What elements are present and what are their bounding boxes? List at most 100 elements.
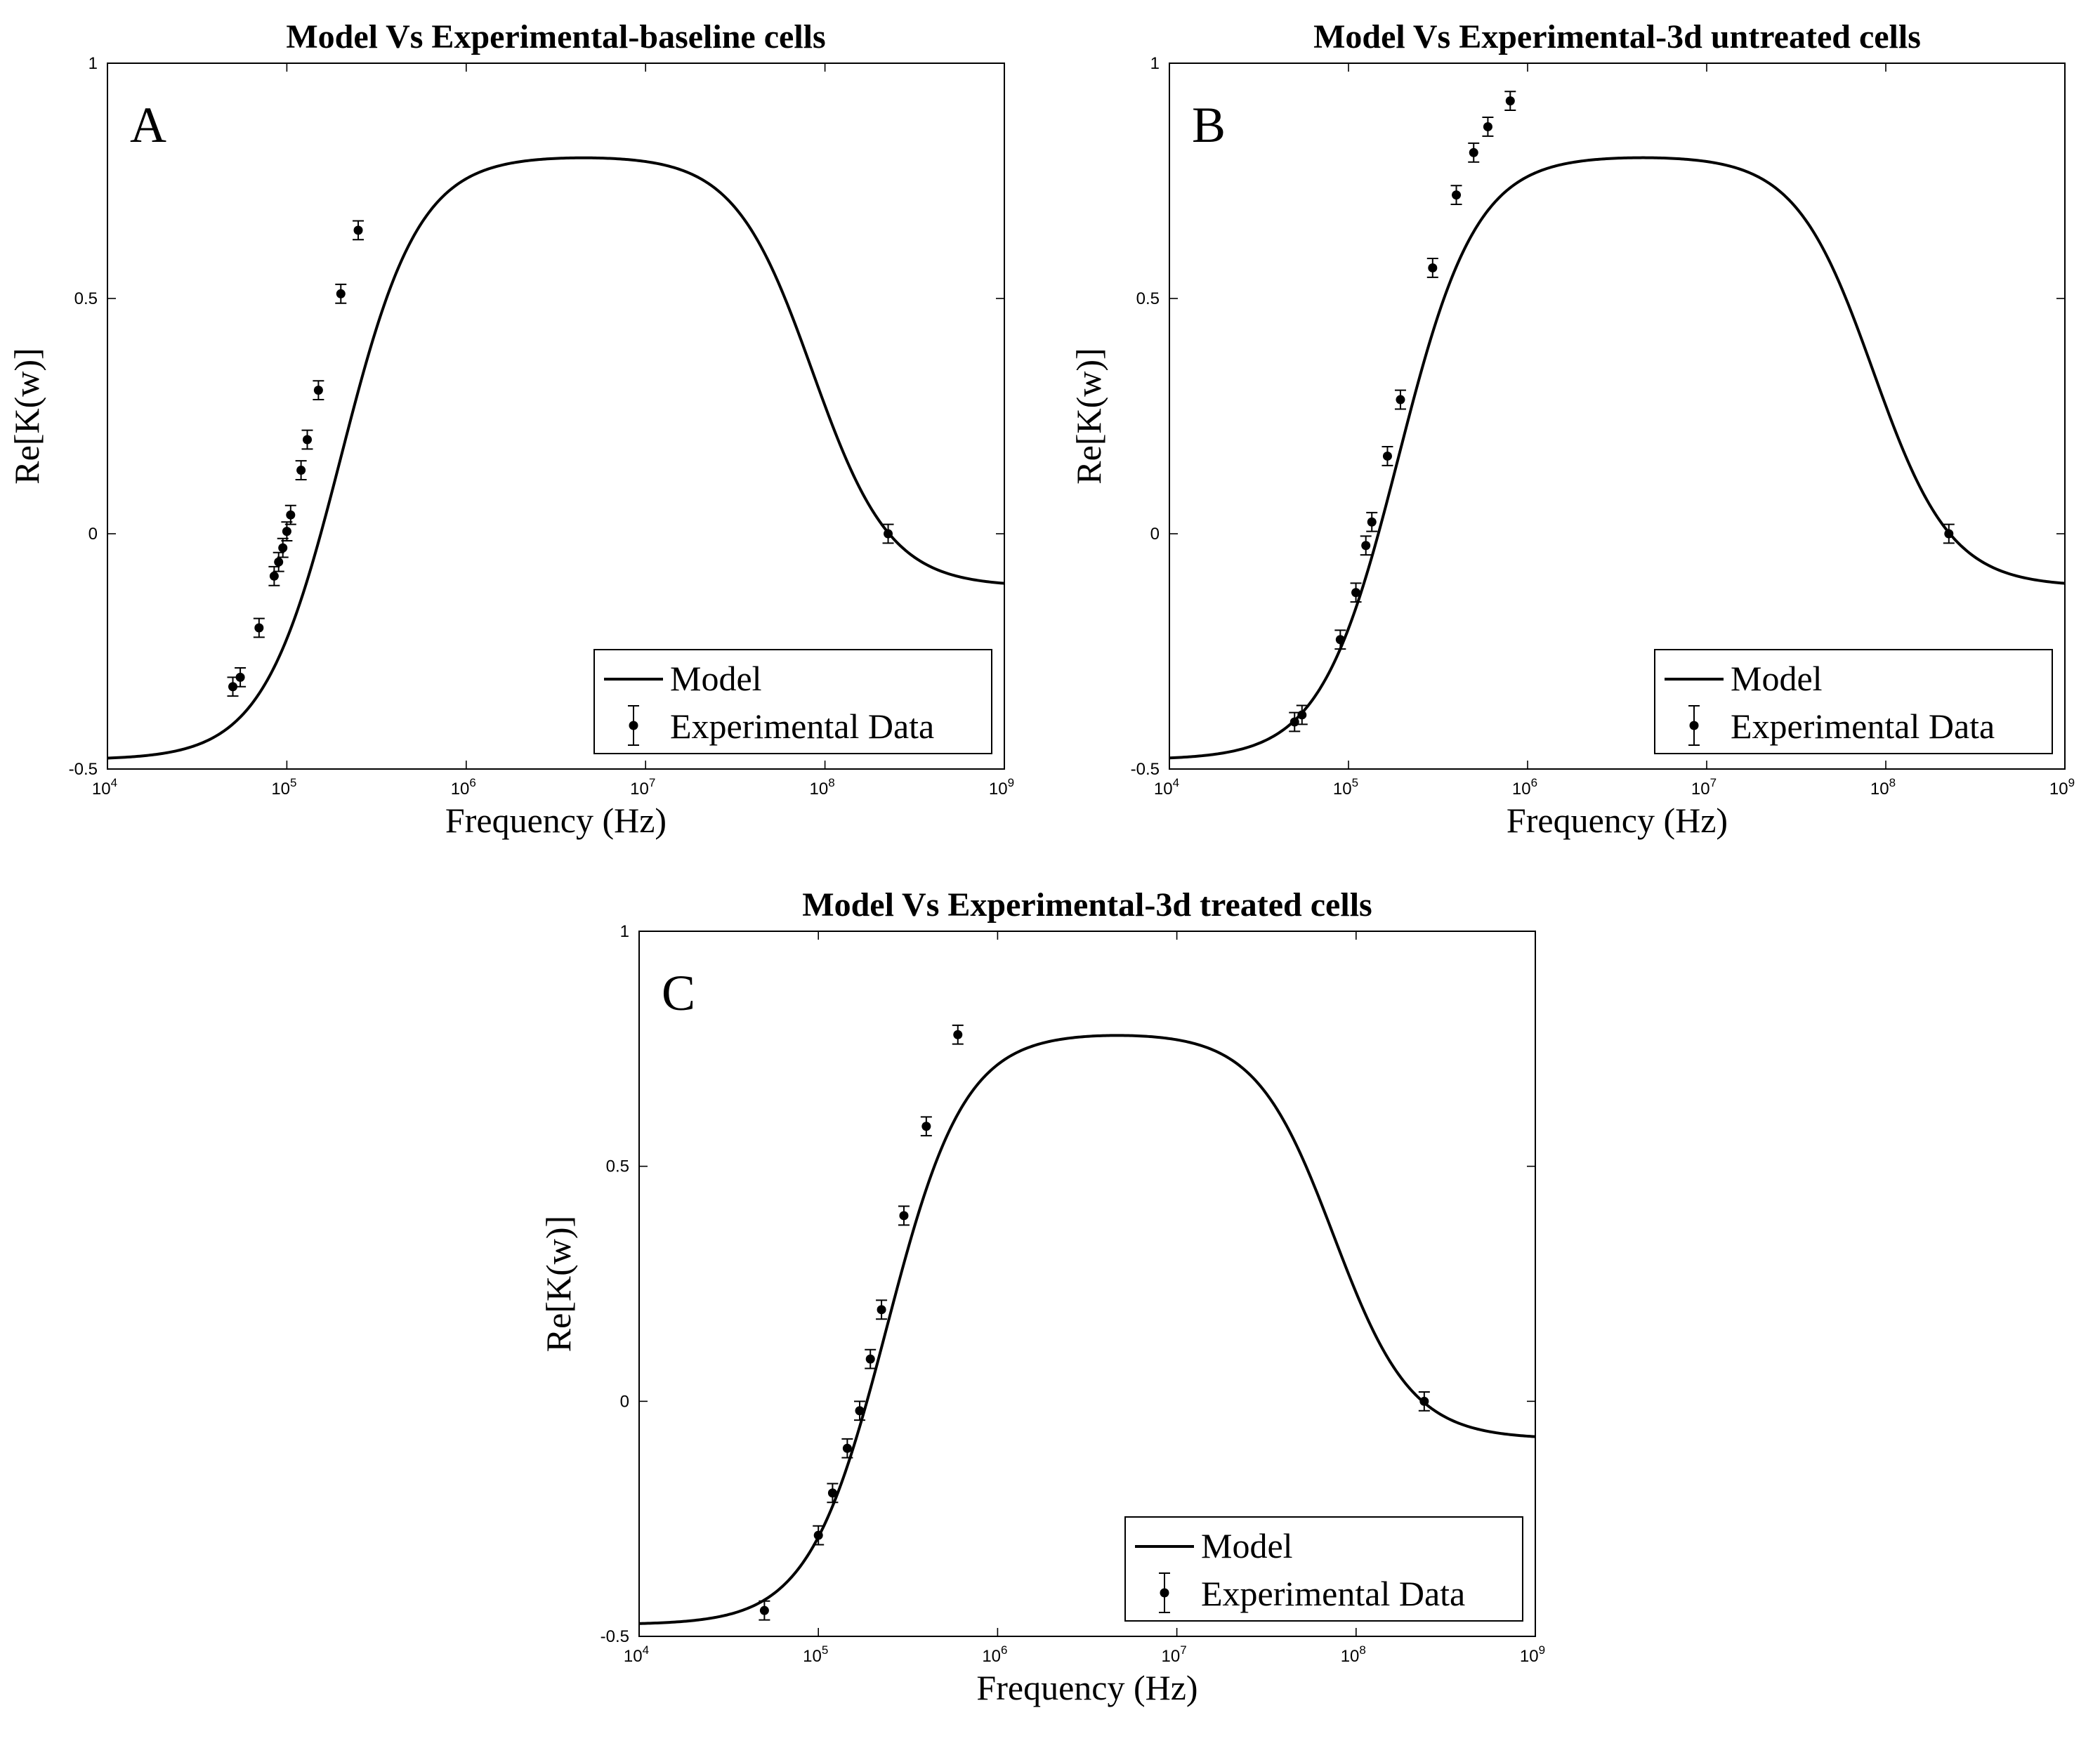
x-axis-label: Frequency (Hz) bbox=[445, 801, 667, 840]
data-marker bbox=[1297, 710, 1307, 720]
data-marker bbox=[877, 1305, 886, 1315]
legend-box bbox=[1124, 1516, 1523, 1622]
data-point bbox=[841, 1438, 853, 1459]
y-tick-label: -0.5 bbox=[1131, 760, 1160, 779]
plot-area bbox=[1169, 63, 2066, 770]
data-point bbox=[235, 666, 247, 688]
x-tick-label: 106 bbox=[1512, 776, 1537, 799]
data-marker bbox=[759, 1605, 769, 1615]
data-marker bbox=[269, 571, 279, 581]
data-point bbox=[295, 460, 307, 480]
y-tick-label: -0.5 bbox=[601, 1627, 629, 1646]
x-tick-label: 105 bbox=[803, 1643, 828, 1666]
data-point bbox=[1382, 446, 1393, 466]
data-marker bbox=[286, 510, 296, 520]
y-tick-label: 1 bbox=[1150, 54, 1160, 73]
x-tick-label: 108 bbox=[1341, 1643, 1366, 1666]
y-tick-label: 0.5 bbox=[74, 289, 98, 308]
data-marker bbox=[1361, 541, 1371, 551]
y-tick-label: 0 bbox=[1150, 525, 1160, 544]
data-marker bbox=[842, 1443, 852, 1453]
data-marker bbox=[1289, 717, 1299, 727]
data-point bbox=[313, 380, 324, 401]
chart-title: Model Vs Experimental-3d treated cells bbox=[802, 886, 1372, 924]
data-marker bbox=[813, 1530, 823, 1540]
panel-letter: B bbox=[1192, 97, 1226, 153]
data-marker bbox=[1335, 635, 1345, 645]
legend: Model Experimental Data bbox=[593, 649, 992, 754]
data-marker bbox=[274, 557, 284, 567]
panel-letter: C bbox=[662, 965, 695, 1021]
model-curve bbox=[107, 156, 1005, 760]
chart-title: Model Vs Experimental-baseline cells bbox=[286, 18, 825, 55]
y-tick-label: 0.5 bbox=[1136, 289, 1160, 308]
x-tick-label: 108 bbox=[1870, 776, 1896, 799]
x-tick-label: 109 bbox=[2049, 776, 2075, 799]
data-point bbox=[1426, 258, 1438, 278]
data-marker bbox=[278, 543, 288, 553]
legend-marker-swatch bbox=[1689, 721, 1699, 730]
y-tick-label: -0.5 bbox=[69, 760, 98, 779]
y-tick-label: 1 bbox=[88, 54, 98, 73]
data-point bbox=[1296, 704, 1308, 725]
data-point bbox=[898, 1205, 910, 1226]
legend-model-label: Model bbox=[1731, 659, 1823, 698]
data-marker bbox=[336, 289, 346, 298]
legend-data-label: Experimental Data bbox=[1201, 1574, 1465, 1613]
x-tick-label: 107 bbox=[1691, 776, 1717, 799]
data-marker bbox=[1367, 517, 1377, 527]
x-tick-label: 106 bbox=[451, 776, 476, 799]
data-point bbox=[253, 617, 265, 638]
data-point bbox=[284, 504, 296, 525]
data-marker bbox=[1419, 1396, 1429, 1406]
data-marker bbox=[228, 682, 238, 692]
data-marker bbox=[1452, 190, 1462, 200]
data-point bbox=[952, 1024, 964, 1045]
data-marker bbox=[921, 1122, 931, 1131]
x-tick-label: 108 bbox=[810, 776, 835, 799]
data-point bbox=[1450, 185, 1462, 205]
data-marker bbox=[1382, 451, 1392, 461]
chart-panel-a: Model Vs Experimental-baseline cells -0.5… bbox=[7, 18, 1014, 840]
x-tick-label: 107 bbox=[630, 776, 655, 799]
data-marker bbox=[303, 435, 313, 445]
legend-data-label: Experimental Data bbox=[1731, 707, 1995, 746]
data-point bbox=[1366, 511, 1378, 532]
legend: Model Experimental Data bbox=[1654, 649, 2053, 754]
data-marker bbox=[1351, 588, 1361, 598]
data-marker bbox=[353, 225, 363, 235]
panel-letter: A bbox=[130, 97, 166, 153]
legend-marker-swatch bbox=[1160, 1588, 1169, 1598]
data-point bbox=[1394, 389, 1406, 410]
data-marker bbox=[1396, 395, 1405, 405]
y-tick-label: 0.5 bbox=[606, 1157, 629, 1176]
data-point bbox=[813, 1525, 825, 1546]
legend-model-label: Model bbox=[1201, 1526, 1293, 1565]
data-point bbox=[301, 429, 313, 450]
data-marker bbox=[282, 527, 291, 537]
data-point bbox=[1334, 629, 1346, 650]
x-axis-label: Frequency (Hz) bbox=[976, 1668, 1197, 1707]
chart-panel-c: Model Vs Experimental-3d treated cells -0… bbox=[539, 886, 1545, 1707]
x-tick-label: 104 bbox=[624, 1643, 649, 1666]
data-point bbox=[353, 220, 365, 241]
legend-box bbox=[1654, 649, 2053, 754]
plot-area bbox=[638, 931, 1536, 1637]
data-marker bbox=[1428, 263, 1438, 272]
y-axis-label: Re[K(w)] bbox=[7, 348, 46, 484]
data-point bbox=[335, 283, 347, 304]
data-point bbox=[1482, 117, 1494, 137]
data-point bbox=[827, 1483, 839, 1504]
x-tick-label: 109 bbox=[1520, 1643, 1545, 1666]
legend-marker-swatch bbox=[629, 721, 638, 730]
data-point bbox=[882, 523, 894, 544]
data-point bbox=[865, 1348, 877, 1369]
data-marker bbox=[899, 1211, 909, 1221]
legend-box bbox=[593, 649, 992, 754]
x-tick-label: 106 bbox=[982, 1643, 1007, 1666]
x-tick-label: 104 bbox=[1154, 776, 1179, 799]
data-marker bbox=[1483, 121, 1492, 131]
data-point bbox=[876, 1299, 888, 1320]
x-axis-label: Frequency (Hz) bbox=[1507, 801, 1728, 840]
data-marker bbox=[855, 1406, 865, 1416]
